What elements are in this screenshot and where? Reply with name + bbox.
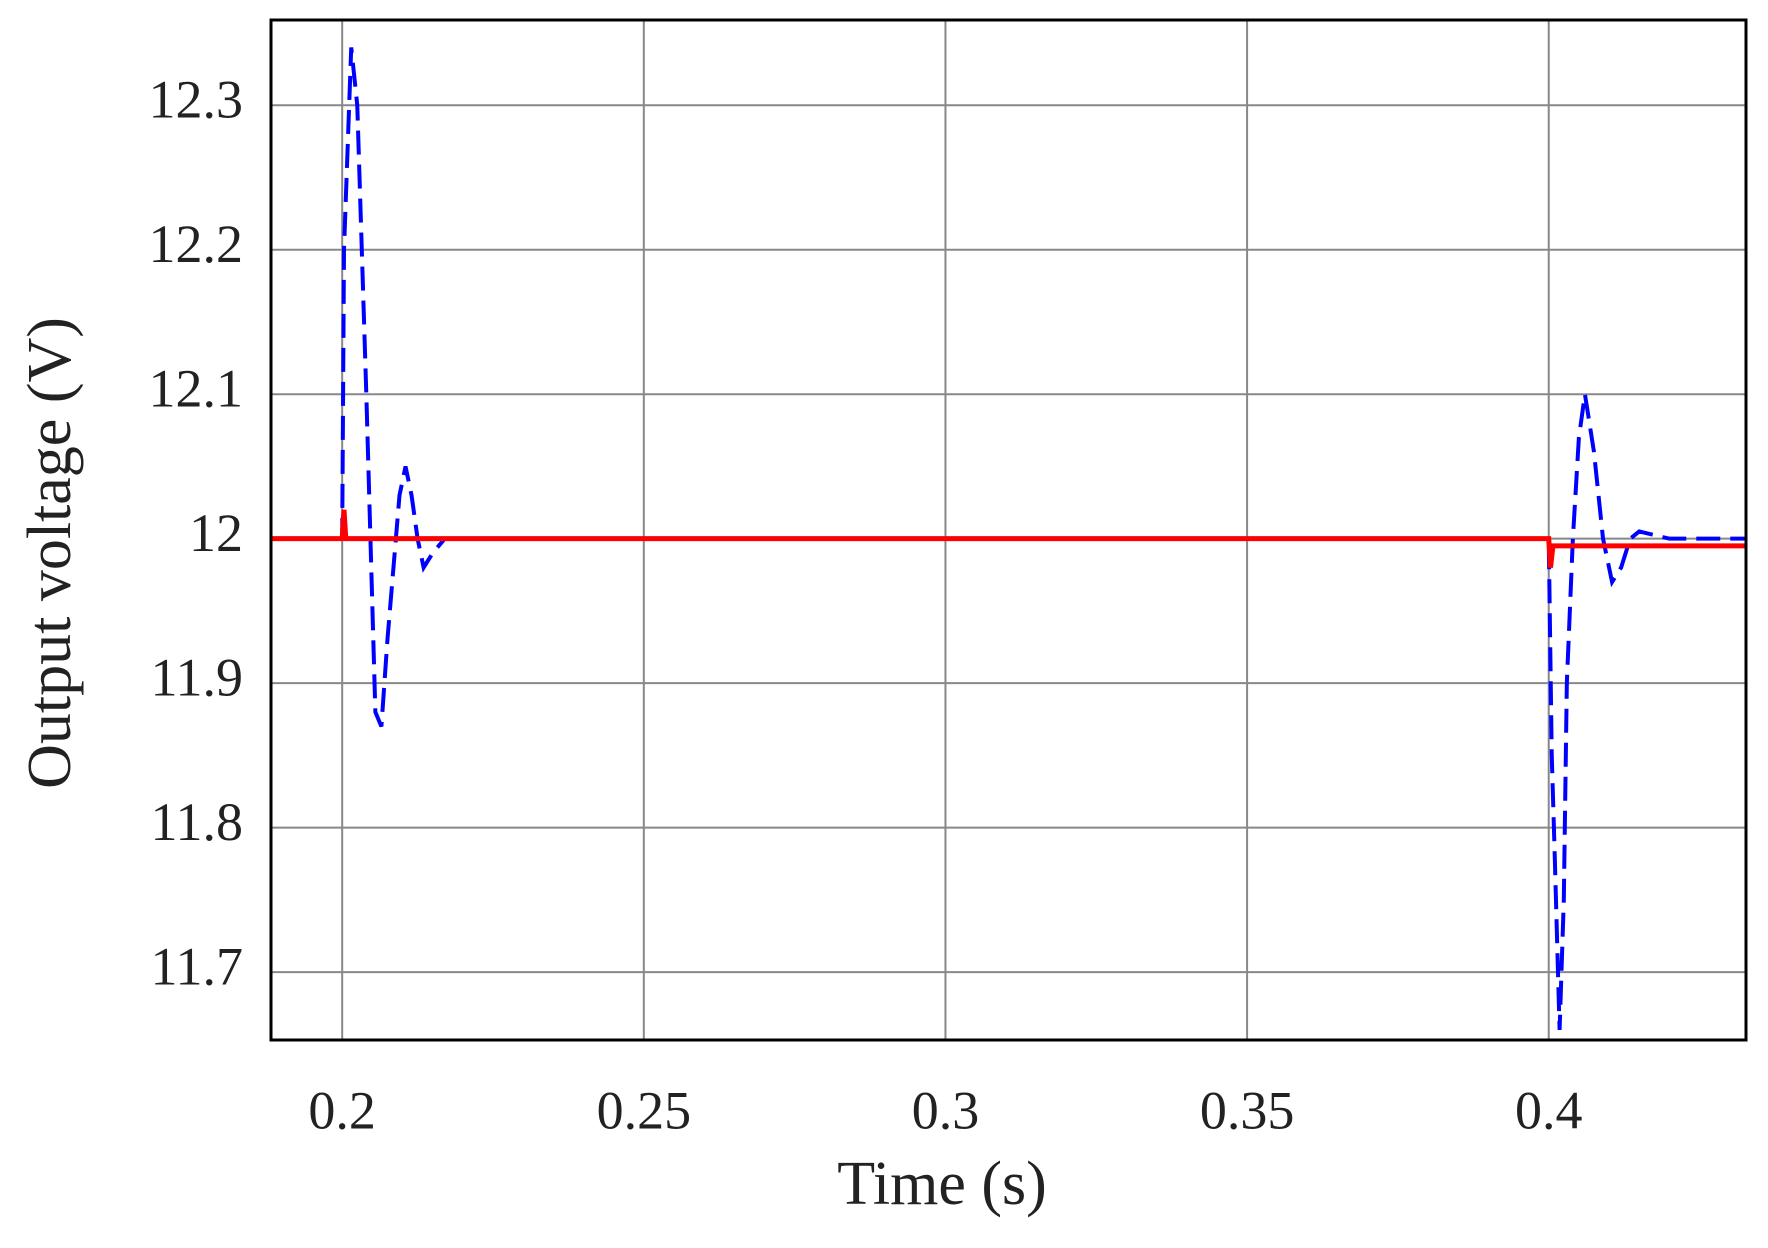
x-axis-label: Time (s) [837, 1150, 1047, 1218]
y-tick-label: 12.3 [149, 70, 244, 130]
x-tick-label: 0.35 [1200, 1080, 1295, 1140]
x-tick-label: 0.3 [912, 1080, 980, 1140]
x-tick-label: 0.4 [1515, 1080, 1583, 1140]
plot-frame [269, 18, 1748, 1042]
y-tick-label: 11.8 [151, 792, 244, 852]
y-tick-label: 12 [189, 503, 243, 563]
data-line [271, 509, 1746, 568]
x-tick-label: 0.2 [308, 1080, 376, 1140]
y-tick-label: 11.7 [151, 936, 244, 996]
y-tick-label: 12.2 [149, 214, 244, 274]
y-tick-label: 12.1 [149, 359, 244, 419]
y-axis-label: Output voltage (V) [16, 317, 84, 789]
y-tick-label: 11.9 [151, 648, 244, 708]
x-tick-label: 0.25 [597, 1080, 692, 1140]
